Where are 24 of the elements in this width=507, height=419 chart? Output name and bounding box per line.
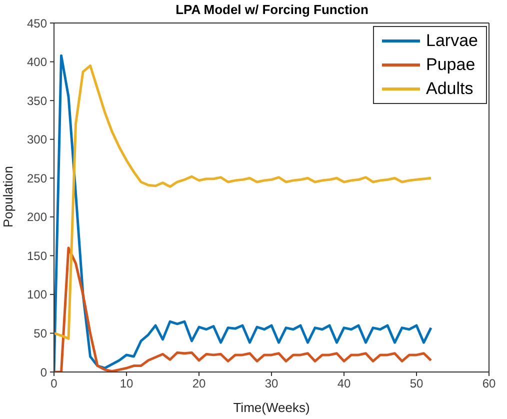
y-tick-label: 200 <box>26 210 48 224</box>
legend-label: Larvae <box>426 30 478 52</box>
x-tick-label: 50 <box>410 376 424 391</box>
y-tick-label: 100 <box>26 288 48 302</box>
y-tick-label: 250 <box>26 171 48 186</box>
legend-label: Adults <box>426 78 474 100</box>
x-tick-label: 30 <box>264 376 278 391</box>
y-tick-label: 400 <box>26 55 48 70</box>
y-tick-label: 50 <box>34 326 48 340</box>
x-axis-title: Time(Weeks) <box>233 400 310 415</box>
x-tick-label: 20 <box>192 376 206 391</box>
y-tick-label: 350 <box>26 94 48 108</box>
x-tick-label: 10 <box>120 376 134 391</box>
line-series <box>54 246 432 372</box>
x-tick-label: 40 <box>337 376 351 391</box>
y-axis-title: Population <box>0 166 16 228</box>
y-tick-label: 450 <box>26 16 48 30</box>
legend-label: Pupae <box>426 54 476 76</box>
y-tick-label: 300 <box>26 132 48 147</box>
x-tick-label: 0 <box>50 376 58 391</box>
chart-title: LPA Model w/ Forcing Function <box>174 2 370 17</box>
y-tick-label: 150 <box>26 248 48 263</box>
y-tick-label: 0 <box>40 365 48 380</box>
x-tick-label: 60 <box>482 376 496 391</box>
